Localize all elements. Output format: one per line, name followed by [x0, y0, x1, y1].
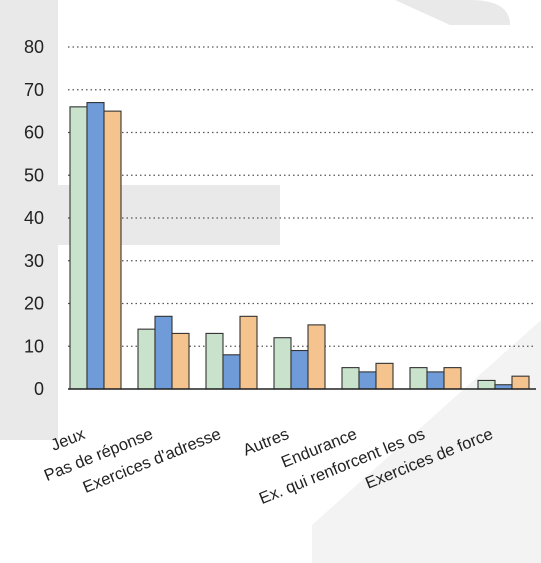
bar [511, 375, 530, 390]
bar [307, 324, 326, 390]
y-tick-label: 40 [24, 208, 44, 228]
bar [171, 332, 190, 390]
bar [205, 332, 224, 390]
bar [86, 102, 105, 390]
y-tick-label: 20 [24, 294, 44, 314]
bar [273, 337, 292, 390]
bar [239, 315, 258, 390]
bar [358, 371, 377, 390]
y-tick-label: 70 [24, 80, 44, 100]
bar [426, 371, 445, 390]
y-tick-label: 30 [24, 251, 44, 271]
bar [443, 367, 462, 390]
y-tick-label: 10 [24, 336, 44, 356]
bar [222, 354, 241, 390]
bar [103, 110, 122, 390]
bar [477, 379, 496, 390]
bar [375, 362, 394, 390]
y-tick-label: 50 [24, 165, 44, 185]
y-axis-tick-labels: 0 10 20 30 40 50 60 70 80 [24, 37, 44, 399]
bar [69, 106, 88, 390]
y-tick-label: 80 [24, 37, 44, 57]
y-tick-label: 0 [34, 379, 44, 399]
bar [137, 328, 156, 390]
bar [341, 367, 360, 390]
bar [154, 315, 173, 390]
bar [290, 349, 309, 390]
bar [409, 367, 428, 390]
y-tick-label: 60 [24, 123, 44, 143]
